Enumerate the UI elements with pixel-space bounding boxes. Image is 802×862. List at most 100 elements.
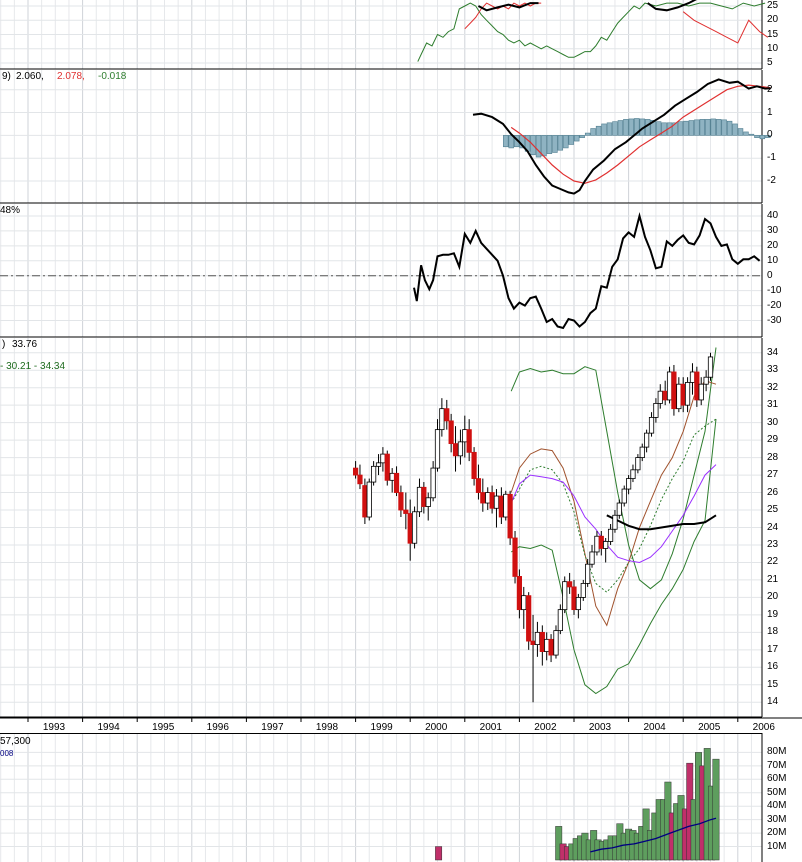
macd-histogram-bar: [503, 135, 509, 148]
candle-body: [512, 537, 518, 577]
candle-body: [635, 457, 641, 471]
macd-histogram-bar: [765, 135, 771, 138]
candle-body: [626, 478, 632, 490]
price-overlay-line: [510, 380, 717, 627]
candle-body: [480, 492, 486, 504]
macd-histogram-bar: [557, 135, 564, 151]
macd-histogram-bar: [721, 119, 727, 136]
candle-body: [430, 467, 436, 499]
macd-histogram-bar: [726, 120, 733, 136]
candle-body: [521, 595, 527, 611]
price-overlay-line: [606, 514, 717, 531]
candle-body: [557, 609, 563, 632]
candle-body: [666, 371, 673, 401]
macd-histogram-bar: [590, 128, 596, 136]
macd-histogram-bar: [579, 135, 585, 138]
candle-body: [526, 595, 532, 642]
candle-body: [466, 429, 472, 453]
candle-body: [680, 383, 686, 406]
candle-body: [452, 443, 459, 457]
macd-histogram-bar: [541, 135, 547, 157]
candle-body: [653, 403, 659, 418]
candle-body: [684, 382, 691, 406]
candle-body: [352, 467, 359, 476]
candle-body: [462, 429, 468, 443]
macd-histogram-bar: [612, 121, 618, 136]
candle-body: [362, 485, 368, 518]
macd-histogram-bar: [584, 132, 591, 136]
macd-histogram-bar: [688, 120, 695, 136]
candle-body: [639, 446, 645, 458]
candle-body: [371, 465, 377, 483]
candle-body: [393, 472, 400, 493]
candle-body: [407, 513, 413, 544]
candle-body: [489, 492, 495, 509]
macd-histogram-bar: [699, 119, 706, 136]
macd-histogram-bar: [628, 118, 635, 136]
candle-body: [403, 509, 409, 514]
macd-histogram-bar: [737, 128, 744, 136]
macd-histogram-bar: [552, 135, 558, 153]
candle-body: [498, 495, 504, 518]
top-indicator-line: [647, 0, 697, 12]
candle-body: [648, 416, 655, 434]
candle-body: [644, 432, 650, 448]
candle-body: [694, 371, 700, 401]
candle-body: [707, 356, 714, 378]
candle-body: [607, 528, 614, 542]
macd-signal-line: [510, 84, 771, 184]
candle-body: [421, 486, 427, 507]
candle-body: [603, 541, 609, 549]
momentum-line: [413, 212, 761, 330]
candle-body: [676, 383, 682, 410]
candle-body: [630, 469, 636, 479]
candle-body: [475, 478, 482, 493]
candle-body: [539, 631, 545, 652]
macd-histogram-bar: [694, 119, 700, 136]
price-overlay-line: [510, 419, 717, 695]
volume-bar: [435, 846, 443, 861]
candle-body: [689, 371, 696, 383]
candle-body: [548, 638, 554, 656]
candle-body: [503, 493, 509, 518]
candle-body: [662, 390, 668, 401]
candle-body: [439, 408, 445, 431]
candle-body: [416, 486, 423, 513]
candle-body: [389, 472, 395, 481]
top-indicator-line: [682, 11, 769, 44]
candle-body: [567, 581, 573, 588]
candle-body: [493, 495, 500, 509]
macd-histogram-bar: [623, 119, 629, 136]
candle-body: [698, 383, 704, 401]
top-indicator-line: [477, 2, 539, 12]
macd-histogram-bar: [650, 119, 656, 136]
candle-body: [384, 453, 390, 481]
candle-body: [553, 630, 559, 656]
candle-body: [434, 429, 441, 469]
macd-histogram-bar: [677, 121, 684, 136]
candle-body: [366, 481, 372, 518]
candle-body: [671, 371, 677, 410]
macd-histogram-bar: [661, 122, 667, 136]
candle-body: [571, 586, 577, 611]
candle-body: [657, 390, 663, 404]
candle-body: [589, 551, 595, 565]
candle-body: [448, 420, 454, 445]
candle-body: [507, 493, 513, 539]
candle-body: [471, 451, 477, 479]
top-indicator-line: [417, 2, 766, 62]
candle-body: [585, 563, 591, 584]
candle-body: [375, 462, 382, 467]
volume-bar: [712, 758, 720, 861]
candle-body: [530, 640, 536, 645]
macd-histogram-bar: [732, 123, 738, 136]
macd-histogram-bar: [546, 135, 553, 154]
macd-histogram-bar: [715, 119, 722, 136]
candle-body: [575, 597, 581, 611]
macd-histogram-bar: [754, 135, 760, 138]
candle-body: [444, 408, 450, 422]
macd-line: [472, 78, 771, 195]
candle-body: [612, 514, 618, 530]
macd-histogram-bar: [535, 135, 542, 158]
